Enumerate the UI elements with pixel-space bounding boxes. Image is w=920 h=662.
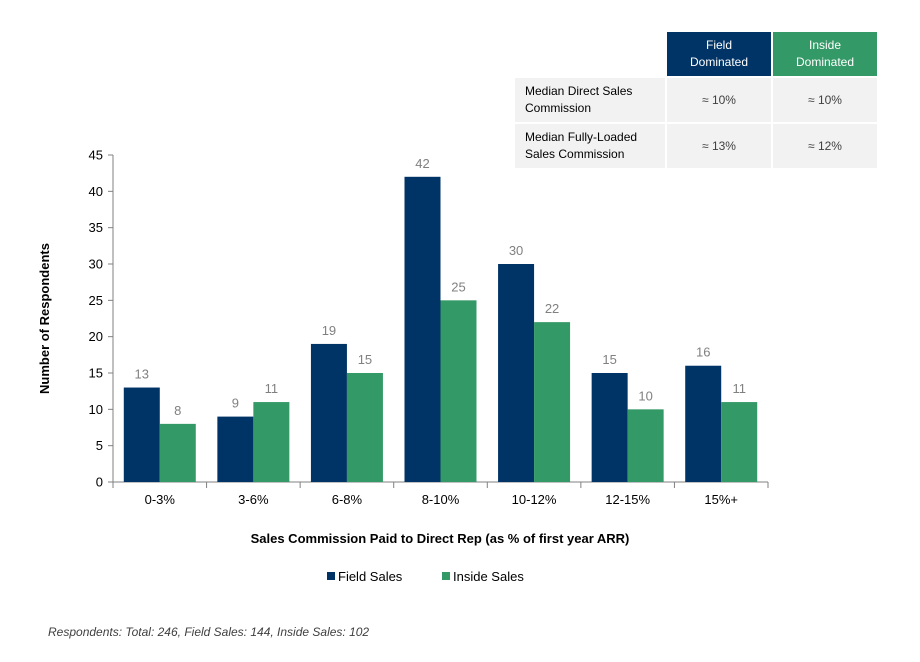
data-label: 8 bbox=[174, 403, 181, 418]
y-tick-label: 10 bbox=[89, 402, 103, 417]
x-tick-label: 10-12% bbox=[512, 492, 557, 507]
x-axis: 0-3% 3-6% 6-8% 8-10% 10-12% 12-15% 15%+ bbox=[112, 481, 769, 507]
data-label: 19 bbox=[322, 323, 336, 338]
data-label: 42 bbox=[415, 156, 429, 171]
data-label: 22 bbox=[545, 301, 559, 316]
legend-swatch bbox=[442, 572, 450, 580]
header-field-text: Field Dominated bbox=[689, 38, 749, 69]
header-inside-dominated: Inside Dominated bbox=[773, 32, 877, 76]
data-label: 9 bbox=[232, 396, 239, 411]
bar-inside-sales bbox=[534, 322, 571, 482]
legend-swatch bbox=[327, 572, 335, 580]
bar-field-sales bbox=[310, 343, 347, 482]
bar-field-sales bbox=[217, 416, 254, 482]
bar-field-sales bbox=[498, 264, 535, 482]
summary-table: Field Dominated Inside Dominated Median … bbox=[513, 32, 879, 168]
bar-inside-sales bbox=[346, 373, 383, 482]
x-tick-label: 8-10% bbox=[422, 492, 460, 507]
y-axis-label: Number of Respondents bbox=[37, 243, 52, 394]
y-tick-label: 25 bbox=[89, 293, 103, 308]
x-tick-label: 3-6% bbox=[238, 492, 269, 507]
bar-inside-sales bbox=[159, 423, 196, 482]
value-inside-direct: ≈ 10% bbox=[773, 78, 877, 122]
y-axis: 0 5 10 15 20 25 30 35 40 45 bbox=[89, 148, 114, 490]
y-tick-label: 35 bbox=[89, 220, 103, 235]
y-tick-label: 45 bbox=[89, 148, 103, 163]
bar-inside-sales bbox=[721, 402, 758, 482]
y-tick-label: 30 bbox=[89, 257, 103, 272]
summary-header-blank bbox=[515, 32, 665, 76]
summary-row-loaded: Median Fully-Loaded Sales Commission ≈ 1… bbox=[515, 124, 877, 168]
value-field-loaded: ≈ 13% bbox=[667, 124, 771, 168]
bar-inside-sales bbox=[627, 409, 664, 482]
data-label: 25 bbox=[451, 279, 465, 294]
value-inside-loaded: ≈ 12% bbox=[773, 124, 877, 168]
x-axis-label: Sales Commission Paid to Direct Rep (as … bbox=[251, 531, 630, 546]
header-inside-text: Inside Dominated bbox=[795, 38, 855, 69]
bars bbox=[123, 176, 758, 483]
y-tick-label: 40 bbox=[89, 184, 103, 199]
data-label: 10 bbox=[638, 388, 652, 403]
data-label: 11 bbox=[732, 381, 746, 396]
data-label: 11 bbox=[265, 381, 279, 396]
bar-field-sales bbox=[591, 373, 628, 482]
x-tick-label: 12-15% bbox=[605, 492, 650, 507]
value-field-direct: ≈ 10% bbox=[667, 78, 771, 122]
y-tick-label: 5 bbox=[96, 438, 103, 453]
bar-inside-sales bbox=[253, 402, 290, 482]
data-label: 15 bbox=[602, 352, 616, 367]
x-tick-label: 6-8% bbox=[332, 492, 363, 507]
bar-inside-sales bbox=[440, 300, 477, 482]
y-tick-label: 0 bbox=[96, 475, 103, 490]
legend: Field Sales Inside Sales bbox=[327, 569, 524, 584]
data-labels: 13 8 9 11 19 15 42 25 30 22 15 10 16 11 bbox=[135, 156, 746, 418]
summary-row-direct: Median Direct Sales Commission ≈ 10% ≈ 1… bbox=[515, 78, 877, 122]
data-label: 16 bbox=[696, 345, 710, 360]
data-label: 30 bbox=[509, 243, 523, 258]
x-tick-label: 15%+ bbox=[704, 492, 738, 507]
row-label-loaded: Median Fully-Loaded Sales Commission bbox=[515, 124, 665, 168]
header-field-dominated: Field Dominated bbox=[667, 32, 771, 76]
legend-label: Field Sales bbox=[338, 569, 403, 584]
bar-field-sales bbox=[404, 176, 441, 483]
data-label: 15 bbox=[358, 352, 372, 367]
bar-field-sales bbox=[123, 387, 160, 482]
bar-field-sales bbox=[685, 365, 722, 482]
footnote: Respondents: Total: 246, Field Sales: 14… bbox=[48, 625, 370, 639]
legend-label: Inside Sales bbox=[453, 569, 524, 584]
y-tick-label: 20 bbox=[89, 329, 103, 344]
x-tick-label: 0-3% bbox=[145, 492, 176, 507]
row-label-direct: Median Direct Sales Commission bbox=[515, 78, 665, 122]
y-tick-label: 15 bbox=[89, 366, 103, 381]
summary-header-row: Field Dominated Inside Dominated bbox=[515, 32, 877, 76]
data-label: 13 bbox=[135, 367, 149, 382]
